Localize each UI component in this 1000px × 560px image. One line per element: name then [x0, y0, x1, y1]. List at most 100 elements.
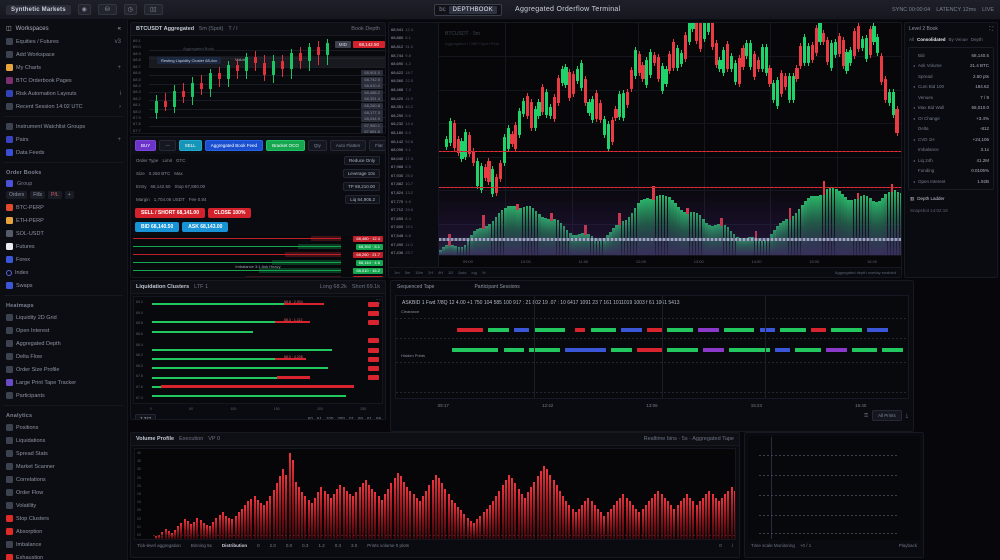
stats-tab-2[interactable]: By Venue [948, 37, 968, 42]
candles-chart-area[interactable]: 69.1 69.0 68.9 68.8 68.7 68.6 68.5 68.4 68.3 68.2… [131, 36, 385, 133]
close-position-button[interactable]: CLOSE 100% [208, 208, 252, 218]
ticket-row-field[interactable]: Liq 64,905.2 [345, 195, 380, 204]
ladder-row[interactable]: 68,744 9.8 [389, 51, 438, 60]
ticket-toolbar-button-5[interactable]: Qty [307, 140, 327, 151]
sidebar-item-delta-flow[interactable]: Delta Flow [0, 350, 127, 363]
ladder-row[interactable]: 67,712 29.6 [389, 205, 438, 214]
sidebar-chip-3[interactable]: + [64, 191, 74, 199]
ticket-toolbar-button-3[interactable]: Aggregated Book Feed [204, 140, 264, 151]
ladder-row[interactable]: 67,930 25.0 [389, 171, 438, 180]
ticket-row-field[interactable]: TP 69,210.00 [343, 182, 380, 191]
ask-button[interactable]: ASK 68,143.00 [182, 222, 229, 232]
stats-footer[interactable]: ▥ Depth Ladder [905, 193, 997, 205]
sidebar-item-eth-perp[interactable]: ETH-PERP [0, 214, 127, 227]
dom-ladder-mini[interactable]: 68,480 · 12.4 68,392 · 8.1 68,260 · 21.7 68… [131, 236, 385, 277]
sidebar-item-positions[interactable]: Positions [0, 421, 127, 434]
main-footer-item-7[interactable]: log [471, 270, 477, 275]
ticket-row-field[interactable]: Reduce Only [343, 156, 380, 165]
sidebar-chip-2[interactable]: P/L [48, 191, 62, 199]
candles-tool[interactable]: T / I [228, 26, 238, 32]
ladder-row[interactable]: 67,490 11.0 [389, 240, 438, 249]
ticket-toolbar-button-1[interactable]: — [159, 140, 176, 151]
ladder-row[interactable]: 68,180 8.0 [389, 128, 438, 137]
sidebar-item-absorption[interactable]: Absorption [0, 525, 127, 538]
sidebar-item-btc-perp[interactable]: BTC-PERP [0, 201, 127, 214]
ladder-row[interactable]: 67,548 6.8 [389, 231, 438, 240]
sidebar-item-liquidations[interactable]: Liquidations [0, 434, 127, 447]
empty-chart-area[interactable] [748, 436, 920, 540]
main-footer-item-2[interactable]: 15m [415, 270, 423, 275]
stats-tab-1[interactable]: Consolidated [917, 37, 946, 42]
sidebar-item-correlations[interactable]: Correlations [0, 473, 127, 486]
ladder-row[interactable]: 68,880 6.1 [389, 34, 438, 43]
ticket-toolbar-button-7[interactable]: Flat [369, 140, 385, 151]
stats-tab-0[interactable]: All [909, 37, 915, 42]
collapse-icon[interactable]: « [117, 25, 121, 32]
layout-icon[interactable]: ▯▯ [143, 4, 163, 15]
ladder-row[interactable]: 67,824 13.2 [389, 188, 438, 197]
sidebar-item-affordance[interactable]: › [119, 103, 121, 110]
timeline-canvas[interactable]: ASKBID 1 Fwd 7/8Q 12 4.00 +1 750 104 585… [395, 295, 909, 399]
sidebar-item-aggregated-depth[interactable]: Aggregated Depth [0, 337, 127, 350]
sidebar-item-futures[interactable]: Futures [0, 240, 127, 253]
ladder-row[interactable]: 68,040 17.3 [389, 154, 438, 163]
tab-participant-sessions[interactable]: Participant Sessions [474, 284, 520, 290]
sidebar-item-imbalance[interactable]: Imbalance [0, 538, 127, 551]
main-footer-item-6[interactable]: Auto [458, 270, 467, 275]
clock-icon[interactable]: ◷ [123, 4, 137, 15]
main-footer-item-5[interactable]: 1D [448, 270, 454, 275]
ladder-row[interactable]: 67,882 10.7 [389, 180, 438, 189]
bid-button[interactable]: BID 68,140.50 [135, 222, 180, 232]
ladder-row[interactable]: 68,142 52.8 [389, 137, 438, 146]
main-footer-item-1[interactable]: 5m [404, 270, 411, 275]
price-ladder[interactable]: 68,941 12.4 68,880 6.1 68,812 31.0 68,744 9.8 68… [389, 23, 439, 277]
sidebar-item-equities-futures[interactable]: Equities / Futures v3 [0, 35, 127, 48]
bars-expand-icon[interactable]: ⛶ [376, 299, 380, 305]
main-footer-item-8[interactable]: % [481, 270, 486, 275]
signal-icon[interactable]: ◉ [77, 4, 91, 15]
ticket-toolbar-button-6[interactable]: Auto Flatten [329, 140, 367, 151]
ladder-row[interactable]: 68,351 40.2 [389, 102, 438, 111]
sidebar-item-participants[interactable]: Participants [0, 389, 127, 402]
ladder-row[interactable]: 68,096 9.1 [389, 145, 438, 154]
all-prints-button[interactable]: All Prints [872, 410, 902, 421]
sidebar-item-liquidity-2d-grid[interactable]: Liquidity 2D Grid [0, 311, 127, 324]
sidebar-item-affordance[interactable]: + [117, 136, 121, 143]
ticket-row-field[interactable]: Leverage 10x [342, 169, 380, 178]
sidebar-item-pairs[interactable]: Pairs + [0, 133, 127, 146]
bars-chart-area[interactable]: 69.2 69.0 68.8 68.6 68.4 68.2 68.0 67.8 67.6 67.4… [133, 296, 383, 404]
sidebar-item-sol-usdt[interactable]: SOL-USDT [0, 227, 127, 240]
sidebar-item-risk-automation-layouts[interactable]: Risk Automation Layouts i [0, 87, 127, 100]
lock-icon[interactable]: ⚿ [864, 412, 869, 419]
sidebar-chip-1[interactable]: Fills [30, 191, 46, 199]
ladder-row[interactable]: 68,690 4.2 [389, 59, 438, 68]
ladder-row[interactable]: 68,812 31.0 [389, 42, 438, 51]
ladder-row[interactable]: 68,560 22.5 [389, 77, 438, 86]
ladder-row[interactable]: 68,622 18.7 [389, 68, 438, 77]
main-chart-canvas[interactable]: BTCUSDT · 5m Aggregated / CME+Spot+Perp [439, 23, 901, 255]
ladder-row[interactable]: 67,655 8.4 [389, 214, 438, 223]
sidebar-item-open-interest[interactable]: Open Interest [0, 324, 127, 337]
sidebar-item-index[interactable]: Index [0, 266, 127, 279]
ladder-row[interactable]: 68,420 11.9 [389, 94, 438, 103]
sidebar-item-forex[interactable]: Forex [0, 253, 127, 266]
sidebar-item-add-workspace[interactable]: Add Workspace [0, 48, 127, 61]
sidebar-item-affordance[interactable]: v3 [114, 38, 121, 45]
sidebar-item-order-flow[interactable]: Order Flow [0, 486, 127, 499]
sidebar-item-instrument-watchlist-groups[interactable]: Instrument Watchlist Groups [0, 120, 127, 133]
sidebar-item-affordance[interactable]: + [117, 64, 121, 71]
empty-footer-right[interactable]: Playback [898, 543, 917, 548]
ticket-toolbar-button-0[interactable]: BUY [135, 140, 157, 151]
ticket-toolbar-button-4[interactable]: Bracket OCO [266, 140, 305, 151]
main-footer-item-4[interactable]: 4H [438, 270, 444, 275]
ticket-toolbar-button-2[interactable]: SELL [178, 140, 202, 151]
sidebar-item-spread-stats[interactable]: Spread Stats [0, 447, 127, 460]
sidebar-item-market-scanner[interactable]: Market Scanner [0, 460, 127, 473]
sidebar-item-large-print-tape-tracker[interactable]: Large Print Tape Tracker [0, 376, 127, 389]
stats-tab-3[interactable]: Depth [970, 37, 983, 42]
ladder-row[interactable]: 67,600 19.1 [389, 223, 438, 232]
sidebar-item-exhaustion[interactable]: Exhaustion [0, 551, 127, 560]
sidebar-item-affordance[interactable]: i [119, 90, 121, 97]
sidebar-chip-0[interactable]: Orders [6, 191, 28, 199]
ladder-row[interactable]: 68,232 14.4 [389, 120, 438, 129]
